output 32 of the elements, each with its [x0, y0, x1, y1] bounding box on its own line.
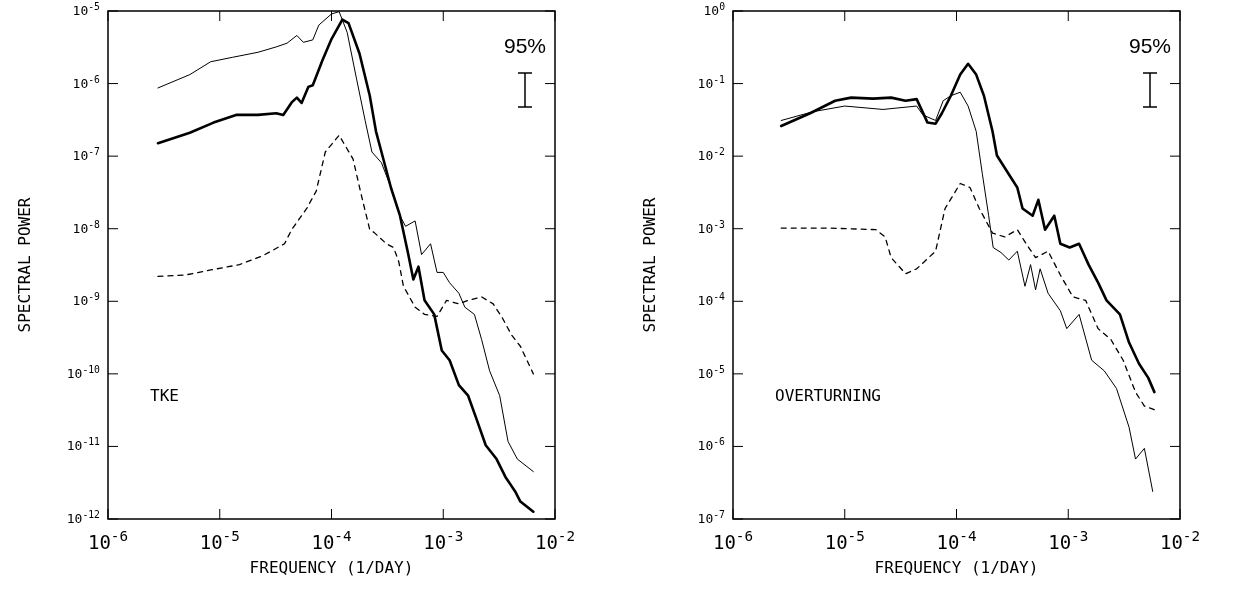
y-tick-label: 10$^{-7}$ [697, 508, 726, 526]
x-tick-label: 10$^{-2}$ [1159, 528, 1201, 553]
x-tick-label: 10$^{-2}$ [534, 528, 576, 553]
y-axis-title: SPECTRAL POWER [640, 197, 659, 333]
x-axis-title: FREQUENCY (1/DAY) [874, 558, 1039, 577]
y-tick-label: 10$^{-6}$ [72, 73, 101, 91]
annotation: 95% [1128, 34, 1172, 57]
y-tick-label: 10$^{-3}$ [697, 218, 726, 236]
x-tick-label: 10$^{-3}$ [1048, 528, 1089, 553]
y-tick-label: 10$^{-6}$ [697, 435, 726, 454]
annotation: 95% [503, 34, 547, 57]
x-tick-label: 10$^{-4}$ [936, 528, 977, 553]
y-tick-label: 10$^{-7}$ [72, 145, 101, 164]
y-tick-label: 10$^{-11}$ [66, 435, 101, 454]
y-tick-label: 10$^{-8}$ [72, 218, 101, 236]
y-tick-label: 10$^{-5}$ [697, 363, 726, 381]
y-tick-label: 10$^{-10}$ [66, 363, 101, 381]
annotation: OVERTURNING [775, 386, 881, 405]
y-tick-label: 10$^{-9}$ [72, 290, 101, 309]
x-axis-title: FREQUENCY (1/DAY) [249, 558, 414, 577]
x-tick-label: 10$^{-5}$ [824, 528, 865, 553]
y-tick-label: 10$^{-12}$ [66, 508, 101, 526]
y-tick-label: 10$^{0}$ [703, 0, 726, 18]
y-tick-label: 10$^{-2}$ [697, 145, 726, 164]
y-axis-title: SPECTRAL POWER [15, 197, 34, 333]
y-tick-label: 10$^{-4}$ [697, 290, 726, 309]
x-tick-label: 10$^{-3}$ [423, 528, 464, 553]
y-tick-label: 10$^{-5}$ [72, 0, 101, 18]
x-tick-label: 10$^{-5}$ [199, 528, 240, 553]
x-tick-label: 10$^{-4}$ [311, 528, 352, 553]
annotation: TKE [150, 386, 179, 405]
y-tick-label: 10$^{-1}$ [697, 73, 726, 91]
